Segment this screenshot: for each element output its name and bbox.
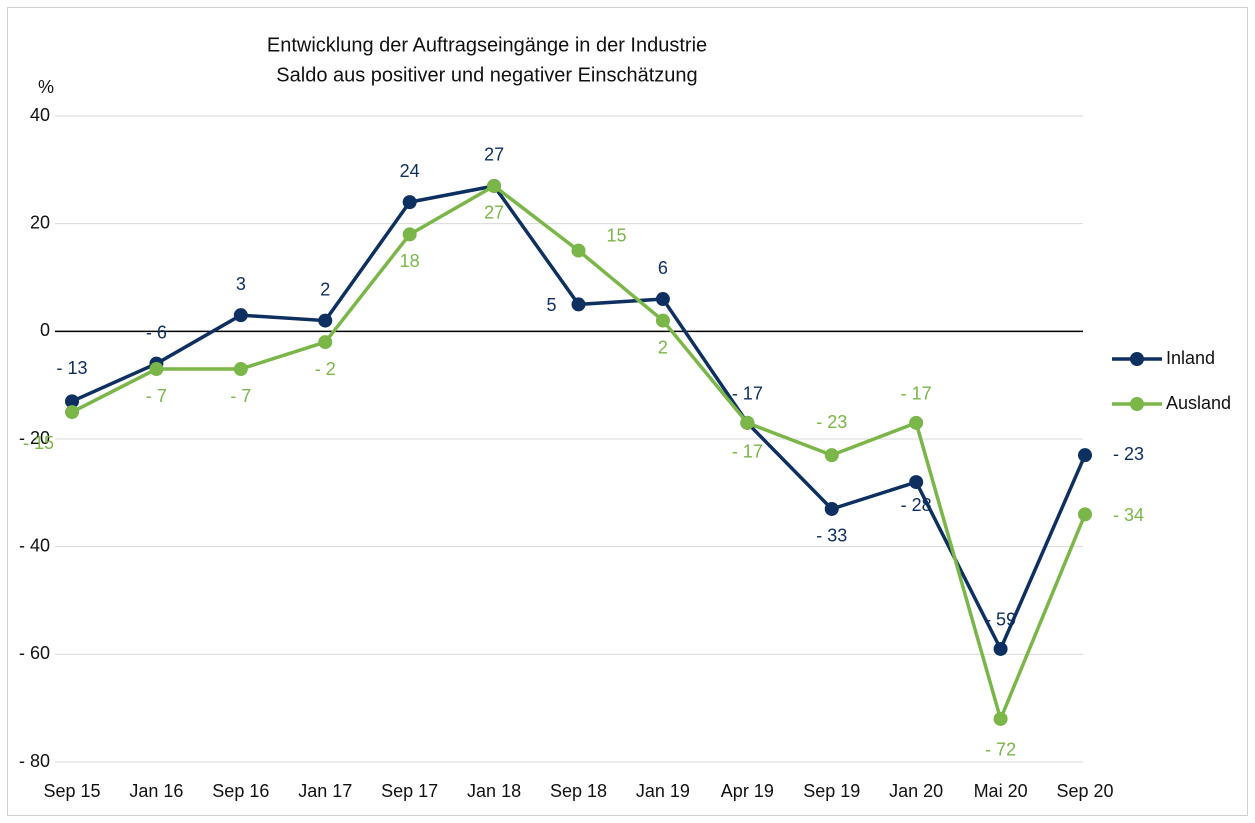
y-tick-label: - 20 bbox=[19, 428, 50, 448]
data-label: - 6 bbox=[146, 322, 167, 342]
data-point bbox=[1078, 448, 1092, 463]
y-tick-label: - 60 bbox=[19, 643, 50, 663]
y-tick-label: 40 bbox=[30, 105, 50, 125]
x-tick-label: Apr 19 bbox=[721, 781, 774, 801]
data-point bbox=[655, 292, 670, 307]
chart-subtitle: Saldo aus positiver und negativer Einsch… bbox=[276, 64, 697, 86]
data-point bbox=[402, 227, 417, 242]
x-tick-label: Jan 20 bbox=[889, 781, 943, 801]
chart-frame bbox=[7, 7, 1248, 816]
data-label: - 72 bbox=[985, 740, 1016, 760]
data-point bbox=[824, 501, 839, 516]
x-tick-label: Jan 16 bbox=[129, 781, 183, 801]
data-point bbox=[655, 313, 670, 328]
data-point bbox=[571, 243, 586, 258]
data-point bbox=[909, 475, 924, 490]
data-label: 27 bbox=[484, 145, 504, 165]
y-tick-label: 20 bbox=[30, 212, 50, 232]
x-tick-label: Sep 20 bbox=[1056, 781, 1113, 801]
data-label: - 7 bbox=[146, 386, 167, 406]
y-tick-label: - 80 bbox=[19, 751, 50, 771]
y-tick-label: 0 bbox=[40, 320, 50, 340]
data-label: - 2 bbox=[315, 359, 336, 379]
x-tick-label: Jan 19 bbox=[636, 781, 690, 801]
data-label: 6 bbox=[658, 258, 668, 278]
data-label: - 28 bbox=[901, 495, 932, 515]
data-point bbox=[740, 415, 755, 430]
x-tick-label: Jan 18 bbox=[467, 781, 521, 801]
x-tick-label: Jan 17 bbox=[298, 781, 352, 801]
legend-label: Inland bbox=[1166, 348, 1215, 368]
data-label: - 17 bbox=[732, 384, 763, 404]
data-point bbox=[402, 195, 417, 210]
data-label: 3 bbox=[236, 274, 246, 294]
x-tick-label: Mai 20 bbox=[974, 781, 1028, 801]
data-point bbox=[824, 448, 839, 463]
data-label: - 33 bbox=[816, 526, 847, 546]
x-tick-label: Sep 19 bbox=[803, 781, 860, 801]
legend-marker bbox=[1130, 397, 1144, 411]
data-label: - 23 bbox=[816, 412, 847, 432]
data-label: - 17 bbox=[901, 384, 932, 404]
data-label: 15 bbox=[607, 225, 627, 245]
data-label: - 59 bbox=[985, 610, 1016, 630]
legend-marker bbox=[1130, 352, 1144, 366]
y-axis-label: % bbox=[38, 77, 54, 97]
x-tick-label: Sep 18 bbox=[550, 781, 607, 801]
chart-title: Entwicklung der Auftragseingänge in der … bbox=[267, 34, 707, 56]
data-point bbox=[1078, 507, 1092, 522]
data-label: - 7 bbox=[230, 386, 251, 406]
y-tick-label: - 40 bbox=[19, 535, 50, 555]
x-tick-label: Sep 17 bbox=[381, 781, 438, 801]
data-label: 2 bbox=[320, 279, 330, 299]
data-point bbox=[571, 297, 586, 312]
data-label: - 23 bbox=[1113, 444, 1144, 464]
data-point bbox=[318, 335, 333, 350]
data-point bbox=[993, 711, 1008, 726]
data-point bbox=[65, 394, 79, 409]
data-point bbox=[909, 415, 924, 430]
data-point bbox=[233, 362, 248, 377]
data-label: - 17 bbox=[732, 442, 763, 462]
data-label: - 13 bbox=[56, 358, 87, 378]
data-point bbox=[149, 362, 164, 377]
x-tick-label: Sep 16 bbox=[212, 781, 269, 801]
data-label: - 34 bbox=[1113, 505, 1144, 525]
data-point bbox=[487, 178, 502, 193]
data-point bbox=[233, 308, 248, 323]
data-label: 2 bbox=[658, 337, 668, 357]
data-label: 24 bbox=[400, 161, 420, 181]
legend-label: Ausland bbox=[1166, 393, 1231, 413]
data-label: 5 bbox=[546, 295, 556, 315]
x-tick-label: Sep 15 bbox=[43, 781, 100, 801]
data-label: 18 bbox=[400, 251, 420, 271]
data-point bbox=[318, 313, 333, 328]
data-point bbox=[993, 641, 1008, 656]
data-label: - 15 bbox=[23, 433, 54, 453]
data-point bbox=[65, 405, 79, 420]
data-label: 27 bbox=[484, 203, 504, 223]
